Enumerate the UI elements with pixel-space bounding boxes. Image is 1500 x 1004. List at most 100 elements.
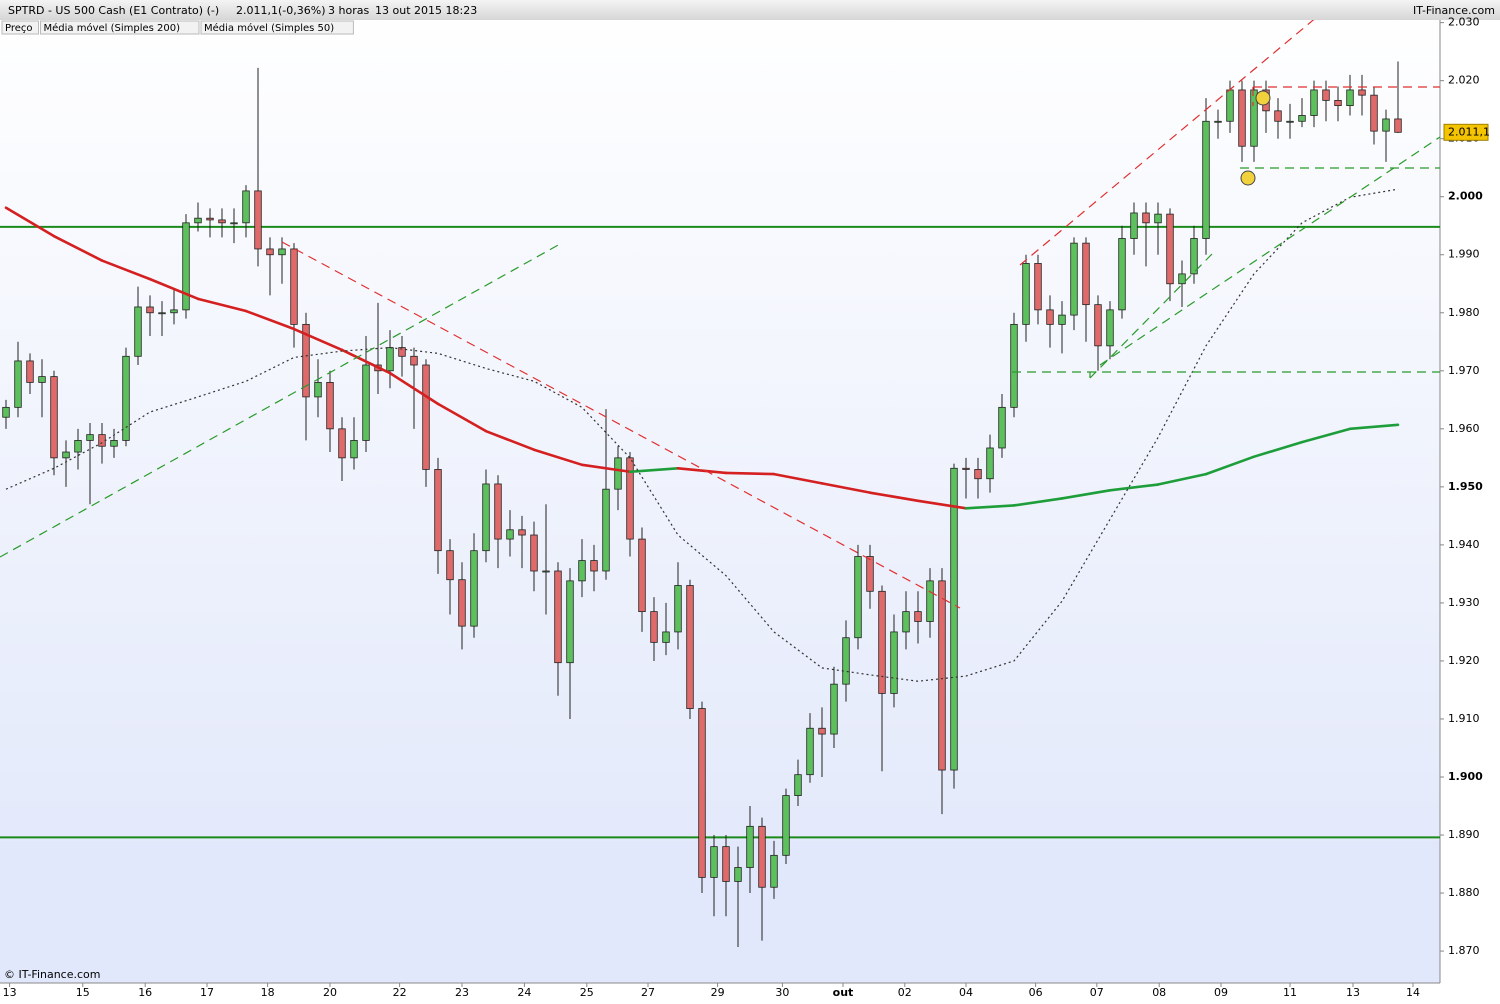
x-tick-label: 27 [641,986,655,999]
y-tick-label: 2.000 [1448,190,1483,203]
candle-body [146,306,154,314]
candle-body [1334,99,1342,107]
moving-average-segment [484,429,536,452]
moving-average-segment [52,234,104,262]
x-tick-label: 16 [138,986,152,999]
candle-body [950,467,958,771]
plot-background [0,0,1440,983]
candle-body [1022,263,1030,325]
candle-body [1034,263,1042,311]
x-tick-label: 20 [323,986,337,999]
moving-average-segment [820,482,872,494]
candle-body [854,556,862,639]
y-tick-label: 1.950 [1448,480,1483,493]
legend-box [40,20,200,35]
symbol: SPTRD - US 500 Cash (E1 Contrato) (-) [8,4,219,17]
candle-body [1250,89,1258,147]
candle-body [986,447,994,480]
x-tick-label: 18 [261,986,275,999]
candle-body [614,457,622,490]
trend-line [1019,15,1319,266]
candle-body [758,825,766,888]
x-tick-label: 13 [3,986,17,999]
moving-average-segment [676,466,728,475]
candle-body [806,727,814,776]
moving-average-segment [772,472,824,485]
moving-average-segment [1348,423,1400,431]
candle-body [38,376,46,383]
candle-body [890,631,898,694]
footer: © IT-Finance.com [4,968,101,981]
candle-body [530,534,538,572]
last-price: 2.011,1 [236,4,278,17]
moving-average-segment [1108,483,1160,492]
y-tick-label: 1.990 [1448,248,1480,261]
legend: Preço Média móvel (Simples 200) Média móve… [1,20,354,35]
candle-body [830,683,838,735]
moving-average-segment [532,448,584,467]
y-tick-label: 1.870 [1448,944,1480,957]
datetime: 13 out 2015 18:23 [375,4,477,17]
x-tick-label: 07 [1090,986,1104,999]
x-tick-label: 13 [1346,986,1360,999]
candle-body [14,360,22,408]
candle-body [914,611,922,622]
price-tag-label: 2.011,1 [1448,125,1490,138]
candle-body [746,825,754,868]
alert-icons [1240,90,1271,186]
candle-body [1118,238,1126,311]
candle-body [626,457,634,540]
candle-body [338,428,346,459]
legend-label: Média móvel (Simples 50) [204,22,334,34]
candle-body [1310,89,1318,116]
candle-body [770,854,778,888]
candle-body [554,570,562,664]
moving-average-segment [244,309,296,331]
moving-average [5,188,1399,682]
candle-body [386,347,394,372]
moving-average-segment [1012,497,1064,507]
candle-body [650,611,658,643]
candle-body [818,727,826,735]
candle-body [1010,323,1018,408]
candle-body [62,451,70,459]
candle-body [482,483,490,552]
candle-body [674,585,682,633]
axis-background [1440,0,1500,1000]
moving-average-segment [1300,427,1352,444]
marks [0,61,1440,948]
moving-average-segment [1204,455,1256,476]
candle-body [242,190,250,224]
moving-average-segment [4,206,56,238]
trend-line [1099,136,1441,366]
candle-body [122,355,130,441]
candle-body [494,483,502,540]
moving-average-segment [388,371,440,406]
x-tick-label: 23 [455,986,469,999]
candle-body [1358,89,1366,96]
trend-lines [0,15,1441,609]
candle-body [1106,309,1114,347]
moving-average-segment [868,491,920,503]
candle-body [518,529,526,536]
y-tick-label: 1.930 [1448,596,1480,609]
x-tick-label: 06 [1029,986,1043,999]
candle-body [230,222,238,225]
candle-body [422,364,430,470]
y-tick-label: 1.900 [1448,770,1483,783]
trend-line [0,243,561,558]
candle-body [218,219,226,224]
candle-body [206,217,214,221]
candle-body [566,580,574,664]
moving-average-segment [148,277,200,301]
candle-body [278,248,286,256]
moving-average-segment [1252,440,1304,458]
y-tick-label: 2.030 [1448,16,1480,29]
x-tick-label: 14 [1406,986,1420,999]
x-tick-label: 25 [580,986,594,999]
candle-body [794,774,802,796]
candle-body [158,312,166,315]
price-tag [1443,123,1489,141]
candle-body [686,585,694,709]
candle-body [1274,110,1282,122]
